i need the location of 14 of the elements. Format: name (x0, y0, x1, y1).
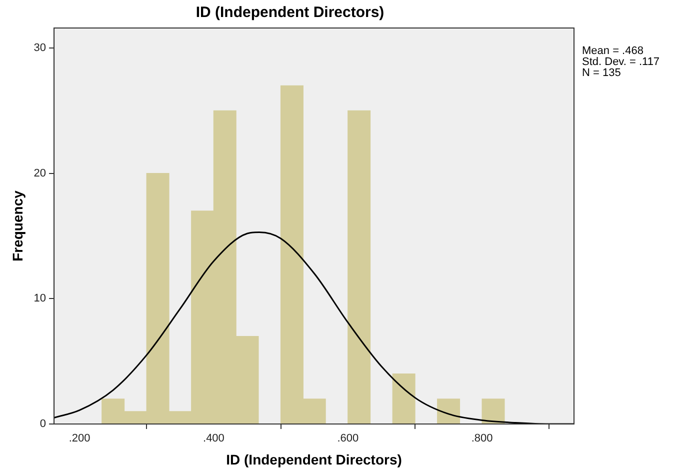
x-tick-label: .400 (203, 432, 224, 445)
y-tick-label: 10 (34, 292, 46, 305)
x-tick-label: .600 (337, 432, 359, 445)
x-tick-label: .200 (68, 432, 90, 445)
y-tick-label: 30 (34, 42, 46, 54)
y-tick-label: 20 (34, 167, 46, 180)
chart-title: ID (Independent Directors) (196, 4, 384, 22)
text: Mean = .468 (582, 45, 644, 57)
y-tick-label: 0 (40, 418, 46, 430)
y-axis-title: Frequency (9, 190, 26, 262)
text: Std. Dev. = .117 (582, 56, 660, 68)
x-tick-label: .800 (471, 432, 493, 445)
text: N = 135 (582, 67, 622, 79)
x-axis-title: ID (Independent Directors) (226, 451, 402, 468)
